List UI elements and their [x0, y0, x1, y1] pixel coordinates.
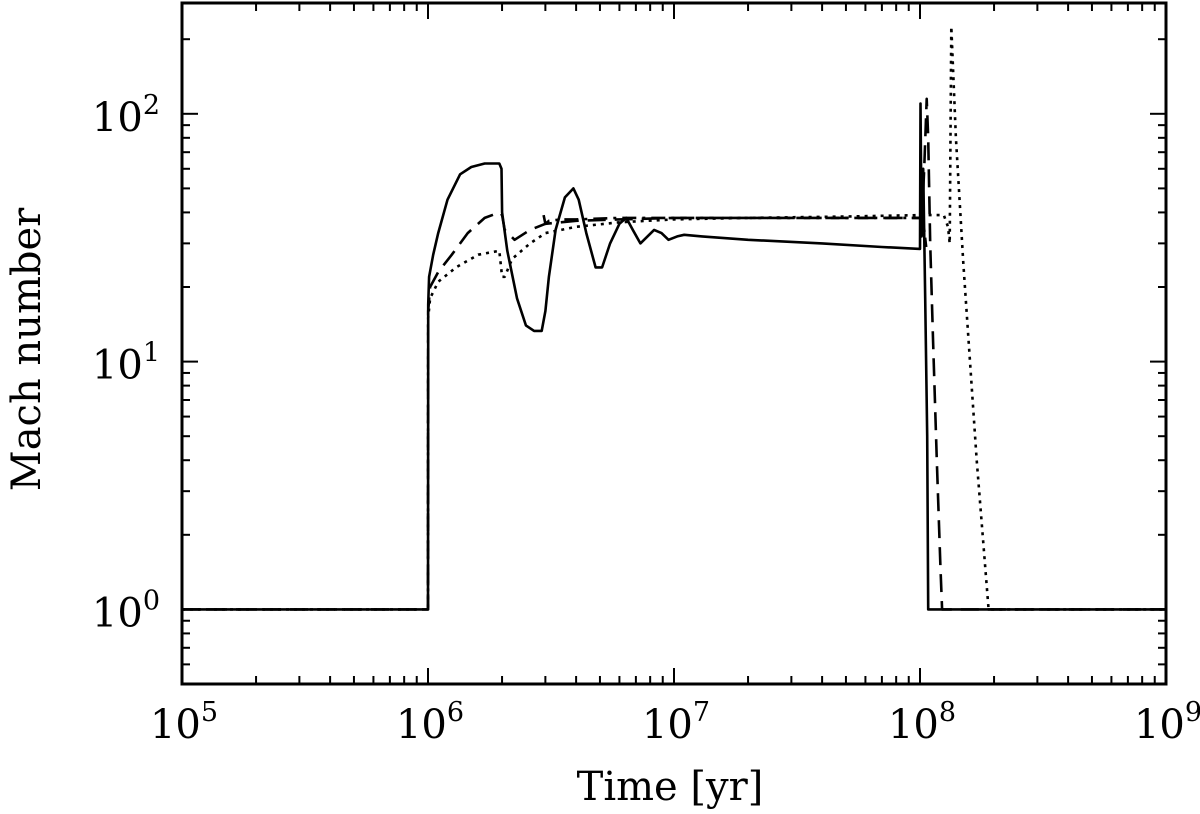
x-tick-label: 108: [888, 697, 956, 748]
series-line-dashdot: [542, 214, 928, 248]
axis-ticks: [181, 3, 1167, 685]
x-tick-label: 106: [396, 697, 464, 748]
y-axis-label: Mach number: [4, 207, 50, 491]
series-line-solid: [182, 102, 1166, 611]
y-tick-label: 101: [92, 338, 160, 389]
x-tick-label: 109: [1134, 697, 1200, 748]
series-layer: [182, 25, 1166, 611]
x-axis-label: Time [yr]: [577, 764, 764, 810]
y-tick-label: 100: [92, 585, 160, 636]
series-line-dashed: [182, 97, 1166, 611]
tick-labels: 105 106 107 108 109 100 101 102: [92, 90, 1200, 748]
y-tick-label: 102: [92, 90, 160, 141]
plot-frame: [180, 1, 1168, 686]
x-tick-label: 107: [642, 697, 710, 748]
series-line-dotted: [182, 25, 1166, 611]
x-tick-label: 105: [150, 697, 218, 748]
